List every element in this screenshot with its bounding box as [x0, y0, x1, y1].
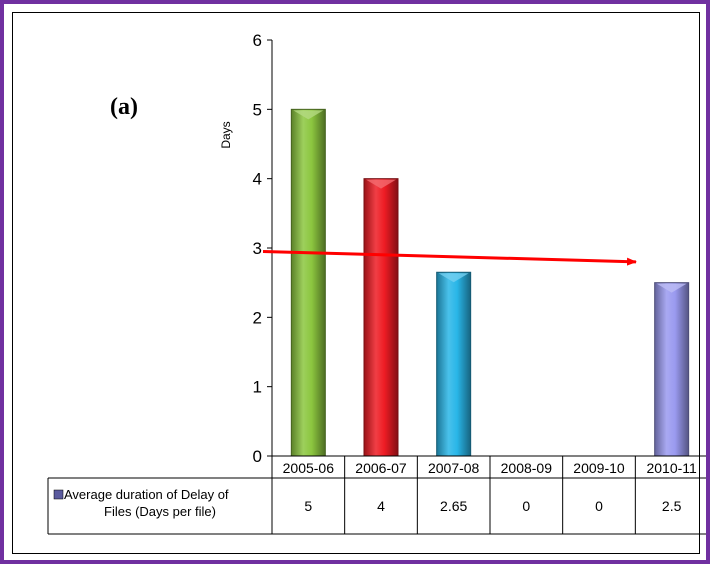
bar-top-bevel	[366, 179, 396, 189]
legend-marker	[53, 489, 64, 500]
y-tick-label: 5	[253, 100, 262, 119]
bar-2007-08	[436, 271, 472, 457]
panel-label: (a)	[110, 94, 138, 120]
y-tick-label: 1	[253, 378, 262, 397]
bar-chart: 0 1 2 3 4 5 6 Days 2005-06 2006-07 2007-08 2008-09…	[47, 31, 706, 535]
data-label: 5	[304, 498, 312, 514]
y-tick-label: 3	[253, 239, 262, 258]
bar-2005-06	[290, 108, 326, 457]
x-tick-label: 2009-10	[573, 460, 625, 476]
x-tick-label: 2010-11	[646, 460, 697, 476]
legend-label: Files (Days per file)	[104, 504, 216, 519]
y-axis-title: Days	[219, 121, 233, 148]
y-tick-label: 2	[253, 308, 262, 327]
x-tick-label: 2008-09	[501, 460, 553, 476]
data-label: 4	[377, 498, 385, 514]
y-tick-label: 0	[253, 447, 262, 466]
x-tick-label: 2005-06	[283, 460, 335, 476]
bar-top-bevel	[438, 273, 469, 283]
bar-top-bevel	[293, 110, 324, 120]
y-tick-label: 6	[253, 31, 262, 50]
data-label: 0	[522, 498, 530, 514]
bar-top-bevel	[656, 283, 687, 293]
x-tick-label: 2006-07	[355, 460, 407, 476]
legend-label: Average duration of Delay of	[64, 487, 229, 502]
x-tick-label: 2007-08	[428, 460, 480, 476]
data-label: 0	[595, 498, 603, 514]
data-label: 2.65	[440, 498, 467, 514]
data-label: 2.5	[662, 498, 682, 514]
chart-area	[12, 12, 700, 554]
y-tick-label: 4	[253, 170, 262, 189]
bar-2010-11	[654, 282, 690, 457]
trend-arrow	[262, 249, 637, 266]
bar-2006-07	[363, 178, 399, 457]
